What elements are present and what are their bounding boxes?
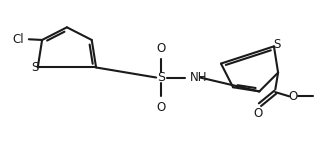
Text: S: S bbox=[31, 61, 39, 74]
Text: O: O bbox=[289, 90, 298, 103]
Text: O: O bbox=[156, 100, 166, 114]
Text: Cl: Cl bbox=[12, 33, 24, 46]
Text: S: S bbox=[157, 71, 165, 84]
Text: S: S bbox=[273, 38, 281, 52]
Text: O: O bbox=[253, 107, 262, 120]
Text: NH: NH bbox=[190, 71, 208, 84]
Text: O: O bbox=[156, 41, 166, 54]
